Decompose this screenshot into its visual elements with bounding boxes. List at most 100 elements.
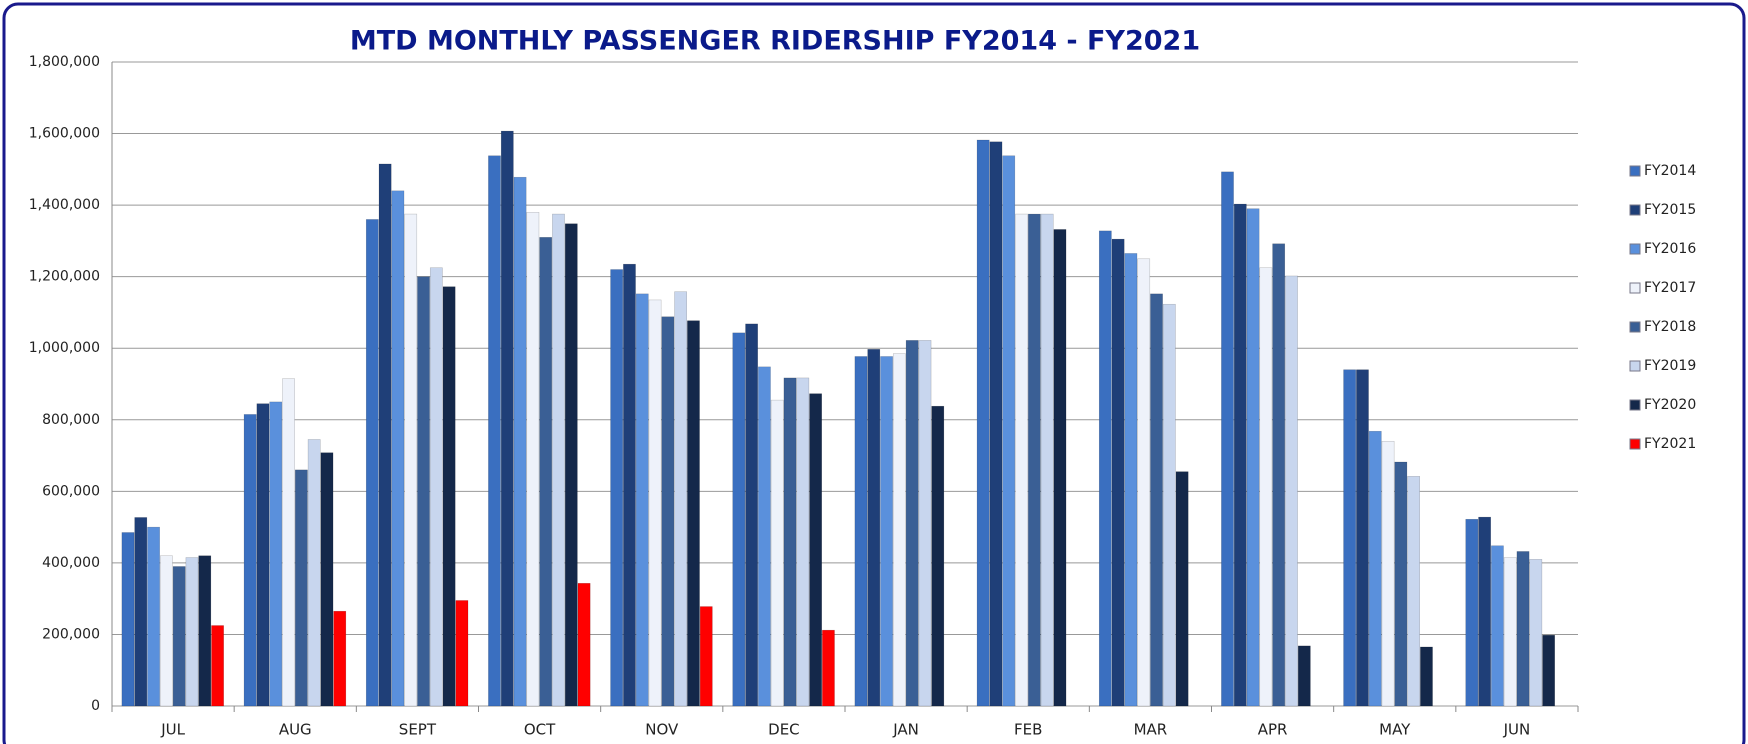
y-tick-label: 800,000	[42, 412, 100, 428]
bar	[198, 555, 212, 707]
bar	[172, 566, 186, 707]
bar	[1233, 203, 1247, 707]
bar	[661, 316, 675, 707]
y-tick-label: 1,000,000	[29, 340, 100, 356]
bar	[1343, 369, 1357, 707]
bar	[564, 223, 578, 707]
bar	[1368, 430, 1382, 707]
legend-swatch	[1629, 438, 1641, 450]
bar	[121, 532, 135, 707]
bar	[1053, 229, 1067, 707]
legend-label: FY2018	[1644, 319, 1696, 335]
bar	[1175, 471, 1189, 707]
bar	[488, 155, 501, 707]
bar	[1272, 243, 1286, 707]
x-tick-label: FEB	[1014, 721, 1042, 739]
legend-label: FY2021	[1644, 436, 1696, 452]
bar	[931, 405, 945, 707]
bar	[796, 377, 810, 707]
bar	[404, 213, 418, 707]
bar	[307, 439, 321, 707]
bar	[1285, 275, 1298, 707]
bar	[391, 190, 405, 707]
chart-title: MTD MONTHLY PASSENGER RIDERSHIP FY2014 -…	[350, 26, 1200, 57]
bar	[854, 356, 868, 707]
bar	[320, 452, 334, 707]
bar	[1040, 213, 1054, 707]
y-tick-label: 0	[91, 698, 100, 714]
bar	[1529, 559, 1543, 707]
bar	[1407, 476, 1421, 707]
bar	[1111, 238, 1125, 707]
bar	[365, 219, 379, 707]
bar	[185, 557, 199, 707]
bar	[623, 263, 636, 707]
bar	[745, 323, 758, 707]
legend-swatch	[1629, 243, 1641, 255]
bar	[1394, 461, 1408, 707]
x-tick-label: NOV	[645, 721, 679, 739]
bar	[211, 625, 224, 707]
bar	[674, 291, 687, 707]
x-tick-label: APR	[1258, 721, 1288, 739]
x-tick-label: JUL	[160, 721, 185, 739]
y-tick-label: 1,400,000	[29, 197, 100, 213]
x-tick-label: OCT	[524, 721, 556, 739]
bar	[147, 526, 160, 707]
bar	[770, 399, 784, 707]
legend-label: FY2017	[1644, 280, 1696, 296]
bar	[429, 267, 443, 707]
bar	[1491, 545, 1504, 707]
bar	[1015, 213, 1028, 707]
bar	[1259, 267, 1273, 707]
bar	[1516, 551, 1530, 707]
bar	[905, 340, 919, 707]
bar	[1124, 253, 1138, 707]
bar	[526, 212, 540, 707]
bar	[687, 320, 700, 707]
bar	[256, 403, 270, 707]
bar	[295, 469, 308, 707]
bar	[610, 269, 623, 707]
bar	[867, 349, 881, 707]
bar	[269, 401, 283, 707]
legend-swatch	[1629, 399, 1641, 411]
x-tick-label: AUG	[279, 721, 312, 739]
bar	[822, 629, 835, 707]
x-tick-label: DEC	[768, 721, 800, 739]
bar	[333, 610, 347, 707]
legend-label: FY2014	[1644, 163, 1696, 179]
bar	[1297, 645, 1311, 707]
bar	[1221, 171, 1234, 707]
bar	[758, 366, 771, 707]
bar	[1465, 518, 1479, 707]
y-tick-label: 400,000	[42, 555, 100, 571]
bar	[989, 141, 1003, 707]
bar	[1381, 440, 1395, 707]
bar	[1356, 369, 1369, 707]
legend-label: FY2019	[1644, 358, 1696, 374]
legend-label: FY2016	[1644, 241, 1696, 257]
bar	[1542, 634, 1555, 707]
bar	[378, 163, 392, 707]
bar	[699, 606, 713, 707]
bar	[1246, 208, 1260, 707]
bar	[442, 286, 456, 707]
bar	[243, 414, 257, 707]
legend-label: FY2015	[1644, 202, 1696, 218]
bar	[282, 378, 295, 707]
bar	[1098, 230, 1112, 707]
bar	[1420, 646, 1433, 707]
bar	[134, 517, 148, 707]
bar	[1028, 213, 1041, 707]
bar	[648, 299, 662, 707]
y-tick-label: 600,000	[42, 483, 100, 499]
bar	[1478, 516, 1491, 707]
x-tick-label: MAR	[1134, 721, 1168, 739]
bar	[1503, 557, 1517, 707]
bar	[539, 237, 553, 707]
bar	[417, 276, 430, 707]
bar	[513, 176, 527, 707]
bar	[976, 139, 990, 707]
